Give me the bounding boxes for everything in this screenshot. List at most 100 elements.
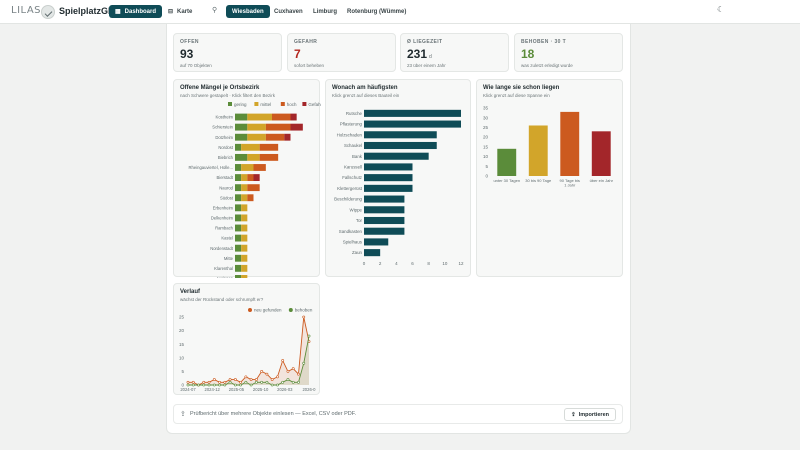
data-point [281, 380, 285, 384]
bar-segment [241, 275, 248, 278]
data-point [191, 380, 195, 384]
category-label: Erbenheim [213, 205, 234, 210]
bar [364, 195, 405, 203]
x-tick-label: 2026-03 [277, 387, 293, 392]
brand-name: SpielplatzGIS [59, 6, 117, 16]
bar-segment [235, 133, 248, 141]
category-label: Beschilderung [334, 197, 362, 202]
data-point [186, 383, 190, 387]
category-label: Mitte [224, 256, 234, 261]
category-label: Bank [352, 154, 363, 159]
data-point [207, 380, 211, 384]
bar-segment [235, 184, 242, 192]
data-point [291, 367, 295, 371]
category-label: Pflasterung [340, 122, 363, 127]
category-label: Kostheim [216, 115, 234, 120]
data-point [249, 383, 253, 387]
legend-label: neu gefunden [254, 308, 282, 313]
bar-segment [247, 133, 266, 141]
bar [364, 120, 461, 128]
city-tab-cuxhaven[interactable]: Cuxhaven [268, 5, 309, 18]
data-point [286, 370, 290, 373]
bar-segment [241, 143, 260, 151]
city-tab-label: Rotenburg (Wümme) [347, 8, 407, 15]
data-point [270, 378, 274, 381]
components-chart[interactable]: Rutsche Pflasterung Holzschaden Schaukel Ban… [326, 80, 472, 278]
category-label: Kastel [221, 236, 233, 241]
bar-segment [247, 174, 254, 181]
data-point [307, 334, 311, 338]
y-tick-label: 0 [485, 174, 488, 179]
city-tab-label: Wiesbaden [232, 8, 264, 15]
bar-segment [265, 133, 285, 141]
bar [364, 141, 437, 150]
data-point [223, 380, 227, 384]
kpi-label: Behoben · 30 T [521, 39, 567, 45]
y-tick-label: 15 [483, 144, 489, 149]
city-tab-wiesbaden[interactable]: Wiesbaden [226, 5, 270, 18]
bar-segment [235, 164, 242, 171]
bar [364, 216, 405, 225]
bar [364, 152, 429, 160]
bar-segment [241, 254, 248, 262]
legend-swatch [228, 102, 232, 106]
category-label: Spielhaus [343, 240, 363, 245]
import-hint: Prüfbericht über mehrere Objekte einlese… [190, 411, 356, 417]
category-label: Auringen [216, 276, 233, 278]
category-label: Rutsche [346, 111, 363, 116]
bar-segment [235, 123, 248, 131]
data-point [218, 380, 221, 384]
category-label: Bierstadt [216, 175, 233, 180]
x-tick-label: 2026-0 [302, 387, 316, 392]
trend-chart-card: 0 5 10 15 20 25 neu gefunden behoben 2024-07 2024… [173, 283, 320, 395]
bar-segment [235, 275, 242, 278]
bar-segment [235, 194, 242, 202]
upload-icon: ⇪ [180, 411, 186, 418]
card-title: Wonach am häufigsten [332, 85, 398, 91]
top-navigation-bar: LILAS SpielplatzGIS ▦ Dashboard ⊟ Karte … [0, 0, 800, 24]
legend-label: behoben [295, 308, 313, 313]
components-chart-card: Rutsche Pflasterung Holzschaden Schaukel Ban… [325, 79, 471, 277]
districts-chart[interactable]: gering mittel hoch Gefahr Kostheim Schierstei… [174, 80, 321, 278]
legend-swatch [254, 102, 259, 106]
bar-segment [235, 224, 242, 232]
category-label: Klettergerüst [337, 186, 363, 191]
bar-segment [290, 123, 303, 131]
bar-segment [241, 234, 248, 242]
kpi-subtext: sofort beheben [294, 63, 325, 68]
import-button[interactable]: ⇪ Importieren [564, 408, 616, 421]
kpi-label: Ø Liegezeit [407, 39, 443, 45]
bar-segment [235, 264, 242, 272]
data-point [265, 372, 269, 376]
kpi-label: Gefahr [294, 39, 318, 45]
upload-icon: ⇪ [571, 411, 576, 418]
kpi-card-offen: Offen 93 auf 70 Objekten [173, 33, 282, 72]
kpi-subtext: auf 70 Objekten [180, 63, 212, 68]
y-tick-label: 0 [181, 383, 184, 388]
legend-label: mittel [260, 102, 271, 107]
x-tick-label: 4 [395, 261, 398, 266]
kpi-value: 18 [521, 47, 535, 61]
card-subtitle: Klick grenzt auf diese Spanne ein [483, 93, 550, 98]
y-tick-label: 5 [485, 164, 488, 169]
bar-segment [241, 264, 248, 272]
districts-chart-card: gering mittel hoch Gefahr Kostheim Schierstei… [173, 79, 321, 278]
card-subtitle: wächst der Rückstand oder schrumpft er? [180, 297, 264, 302]
bar-segment [235, 174, 242, 181]
bar [364, 109, 461, 117]
age-chart[interactable]: 0 5 10 15 20 25 30 35 unter 30 Tagen 30 bis 90 Ta… [477, 80, 624, 278]
bar [364, 206, 405, 214]
legend-swatch [288, 308, 293, 312]
nav-karte-button[interactable]: ⊟ Karte [162, 5, 198, 18]
bar-segment [241, 214, 248, 222]
dark-mode-moon-icon[interactable]: ☾ [717, 5, 725, 14]
bar-segment [247, 113, 272, 121]
city-tab-limburg[interactable]: Limburg [307, 5, 343, 18]
category-label: Südost [220, 195, 234, 200]
city-tab-rotenburg[interactable]: Rotenburg (Wümme) [341, 5, 412, 18]
nav-dashboard-button[interactable]: ▦ Dashboard [109, 5, 163, 18]
bar-segment [241, 204, 248, 212]
bar [364, 163, 413, 171]
data-point [276, 375, 279, 379]
bar-segment [253, 174, 260, 181]
